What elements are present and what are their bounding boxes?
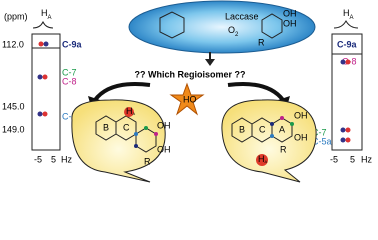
reactant-ring	[159, 11, 185, 39]
x-tick-label: 5	[350, 154, 355, 164]
arrow	[93, 82, 151, 102]
peaks	[37, 41, 49, 117]
substituent: R	[258, 37, 265, 47]
atom-marker	[345, 59, 351, 65]
text-part: A	[350, 15, 354, 21]
hydroxyl: OH	[294, 110, 308, 120]
text-part: A	[265, 159, 268, 164]
enzyme: Laccase	[225, 11, 259, 21]
ring-label: B	[103, 122, 109, 132]
text-part: H	[126, 106, 133, 116]
multiplet	[32, 20, 54, 29]
atom-marker	[37, 74, 43, 80]
arrow	[227, 82, 285, 102]
ring-label: B	[239, 124, 245, 134]
x-tick-label: -5	[330, 154, 338, 164]
substituent: R	[280, 144, 287, 154]
text-part: O	[228, 25, 235, 35]
proton-marker	[256, 154, 268, 166]
axis-title: (ppm)	[4, 11, 28, 21]
atom-marker	[270, 134, 274, 138]
plot-frame	[31, 33, 61, 151]
ring-label: C	[123, 122, 130, 132]
graphical-abstract: (ppm) HA 112.0 145.0 149.0 C-9a C-7 C-8 …	[2, 0, 372, 183]
catechol-ring	[261, 13, 283, 39]
peak-label: C-8	[62, 76, 77, 86]
y-tick-label: 149.0	[2, 124, 25, 134]
atom-marker	[42, 74, 48, 80]
multiplet	[333, 19, 359, 29]
ring-label: C	[259, 124, 266, 134]
proton: HA	[258, 154, 268, 164]
atom-marker	[280, 116, 284, 120]
radical-star	[169, 82, 205, 116]
left-molecule: B C HA OH OH R	[71, 99, 171, 183]
reaction: Laccase O2 OH OH R ?? Which Regioisomer …	[88, 0, 316, 116]
left-spectrum: (ppm) HA 112.0 145.0 149.0 C-9a C-7 C-8 …	[2, 8, 83, 164]
proton-marker	[124, 107, 134, 117]
right-spectrum: HA C-9a C-8 C-7 C-5a -5 5 Hz	[312, 8, 372, 164]
atom-marker	[43, 41, 49, 47]
atom-marker	[345, 137, 351, 143]
hydroxyl: OH	[283, 8, 297, 18]
atom-marker	[134, 144, 138, 148]
ring-label: A	[279, 124, 285, 134]
atom-marker	[340, 127, 346, 133]
hydroxyl: OH	[157, 120, 171, 130]
atom-marker	[144, 126, 148, 130]
x-tick-label: -5	[34, 154, 42, 164]
hydroxyl: OH	[283, 18, 297, 28]
atom-marker	[42, 111, 48, 117]
atom-marker	[340, 59, 346, 65]
hydroxyl: OH	[294, 132, 308, 142]
question: ?? Which Regioisomer ??	[134, 69, 245, 79]
header: HA	[41, 8, 52, 20]
arrow-head	[205, 59, 215, 66]
atom-marker	[134, 132, 138, 136]
atom-marker	[340, 137, 346, 143]
atom-marker	[345, 127, 351, 133]
peak-label: C-7	[62, 67, 77, 77]
peaks	[340, 59, 351, 143]
x-unit: Hz	[361, 154, 372, 164]
right-molecule: B C A OH OH R HA	[221, 99, 317, 183]
text-part: H	[258, 154, 265, 164]
atom-marker	[270, 122, 274, 126]
hydroxyl: OH	[157, 144, 171, 154]
substituent: R	[144, 156, 151, 166]
peak-label: C-9a	[62, 39, 83, 49]
y-tick-label: 112.0	[2, 39, 24, 49]
speech-bubble	[71, 99, 166, 183]
text-part: A	[48, 15, 52, 21]
text-part: H	[41, 8, 48, 18]
text-part: 2	[235, 32, 239, 38]
proton: HA	[126, 106, 136, 116]
y-tick-label: 145.0	[2, 101, 25, 111]
x-tick-label: 5	[51, 154, 56, 164]
plot-frame	[331, 33, 363, 151]
peak-label: C-7	[312, 127, 327, 137]
atom-marker	[37, 111, 43, 117]
radical: HO	[183, 94, 197, 104]
oxidant: O2	[228, 25, 239, 37]
atom-marker	[154, 132, 158, 136]
peak-label: C-5a	[312, 136, 332, 146]
text-part: A	[133, 111, 136, 116]
text-part: H	[343, 8, 350, 18]
x-unit: Hz	[61, 154, 72, 164]
peak-label: C-9a	[337, 39, 358, 49]
header: HA	[343, 8, 354, 20]
atom-marker	[290, 122, 294, 126]
atom-marker	[38, 41, 44, 47]
